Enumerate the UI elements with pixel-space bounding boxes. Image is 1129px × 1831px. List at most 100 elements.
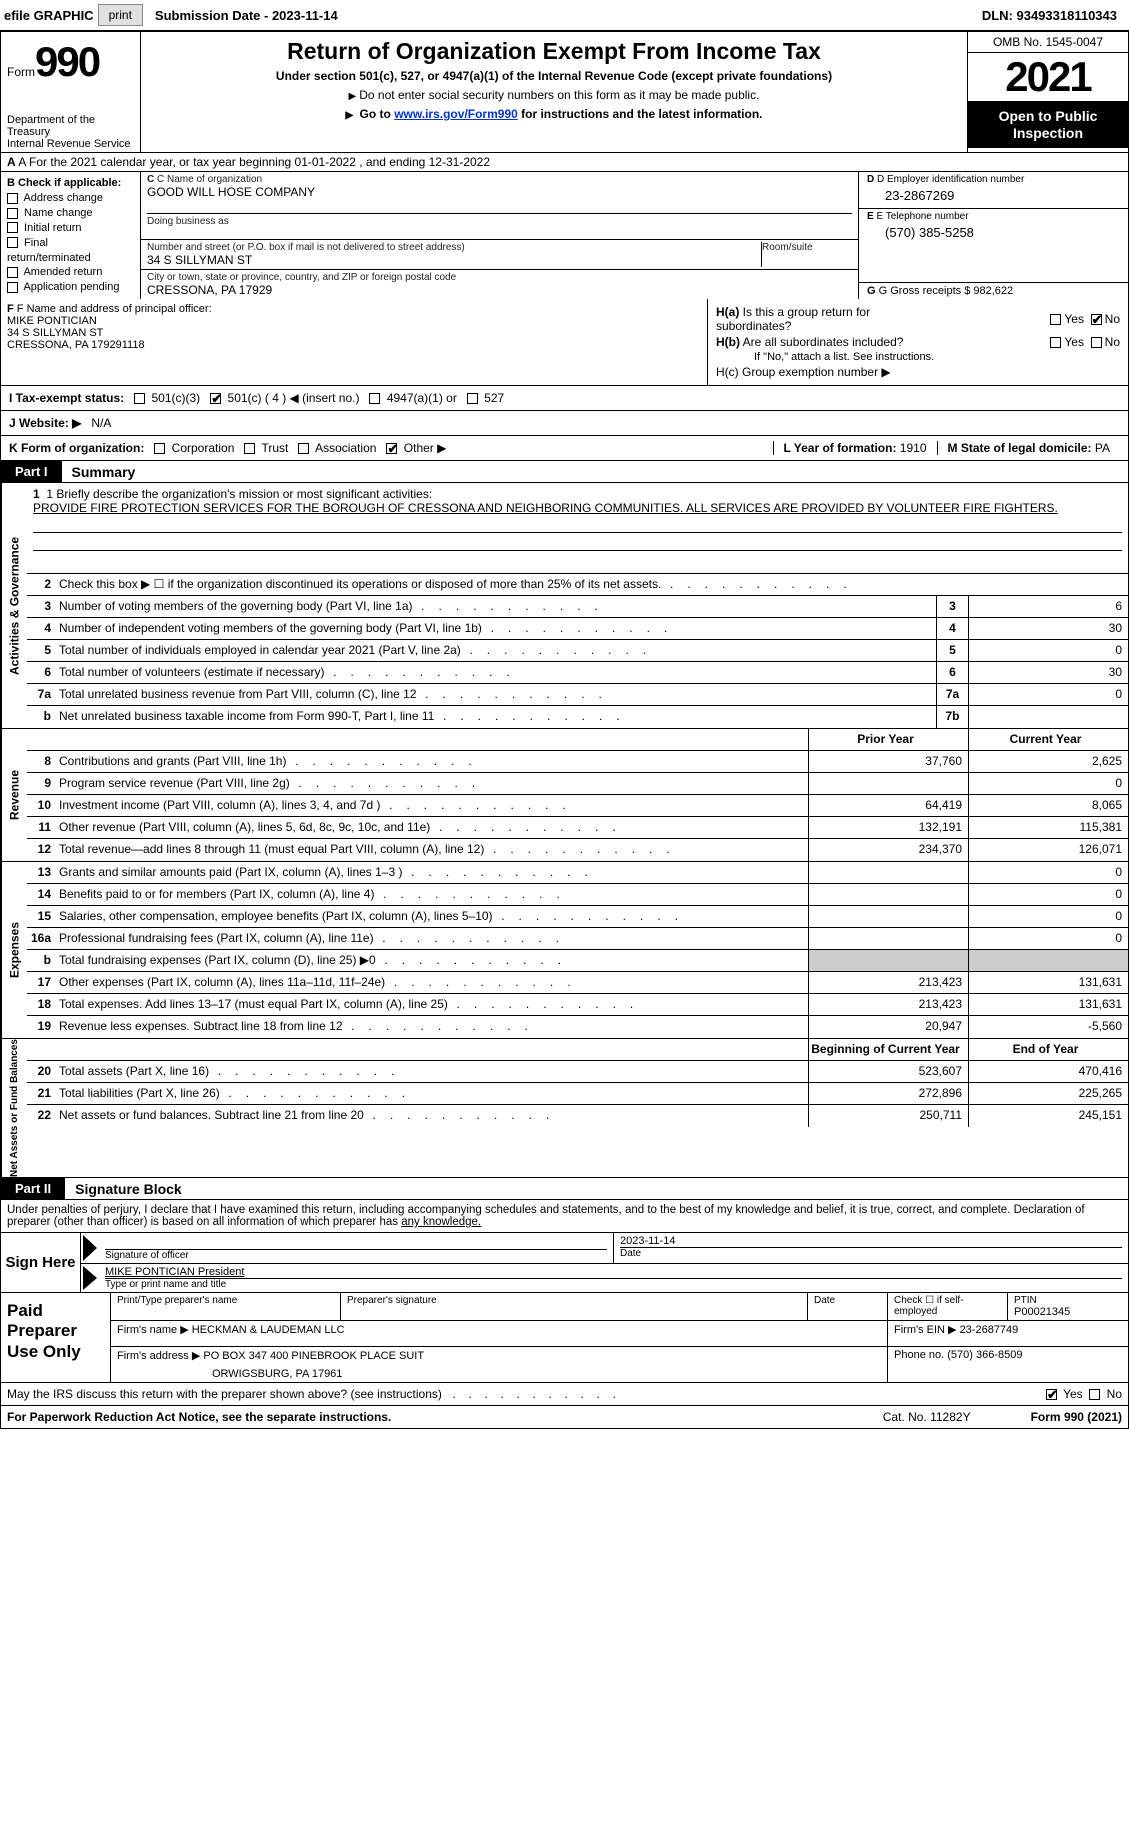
colb-checkbox[interactable] — [7, 193, 18, 204]
sig-name-label: Type or print name and title — [105, 1278, 1122, 1290]
sub3-post: for instructions and the latest informat… — [521, 107, 762, 121]
other-checkbox[interactable] — [386, 443, 397, 454]
table-row: 10Investment income (Part VIII, column (… — [27, 795, 1128, 817]
table-row: 13Grants and similar amounts paid (Part … — [27, 862, 1128, 884]
firm-ein-label: Firm's EIN ▶ — [894, 1324, 957, 1336]
preparer-sig-label: Preparer's signature — [347, 1295, 801, 1306]
website-value: N/A — [91, 416, 111, 430]
beginning-year-header: Beginning of Current Year — [808, 1039, 968, 1060]
501c-checkbox[interactable] — [210, 393, 221, 404]
row-k-form-org: K Form of organization: Corporation Trus… — [0, 436, 1129, 461]
ptin-label: PTIN — [1014, 1295, 1122, 1306]
officer-city: CRESSONA, PA 179291118 — [7, 339, 701, 351]
firm-addr1: PO BOX 347 400 PINEBROOK PLACE SUIT — [203, 1350, 424, 1362]
colb-checkbox[interactable] — [7, 267, 18, 278]
open-inspection: Open to Public Inspection — [968, 102, 1128, 148]
i-label: I Tax-exempt status: — [9, 391, 124, 405]
phone-label: E Telephone number — [876, 211, 968, 222]
firm-addr2: ORWIGSBURG, PA 17961 — [117, 1362, 881, 1380]
k-label: K Form of organization: — [9, 441, 144, 455]
hc-label: H(c) Group exemption number ▶ — [716, 365, 946, 379]
officer-name: MIKE PONTICIAN — [7, 315, 701, 327]
firm-addr-label: Firm's address ▶ — [117, 1350, 200, 1362]
netassets-section: Net Assets or Fund Balances Beginning of… — [0, 1039, 1129, 1178]
colb-checkbox[interactable] — [7, 237, 18, 248]
room-label: Room/suite — [762, 242, 852, 253]
colb-checkbox[interactable] — [7, 208, 18, 219]
discuss-yes-checkbox[interactable] — [1046, 1389, 1057, 1400]
sub3-pre: Go to — [360, 107, 395, 121]
sig-intro-underline: any knowledge. — [401, 1216, 481, 1228]
column-c-org-info: C C Name of organization GOOD WILL HOSE … — [141, 172, 858, 299]
paid-preparer-label: Paid Preparer Use Only — [1, 1293, 111, 1382]
preparer-name-label: Print/Type preparer's name — [117, 1295, 334, 1306]
ha-no-checkbox[interactable] — [1091, 314, 1102, 325]
name-label: C Name of organization — [157, 174, 262, 185]
table-row: 2Check this box ▶ ☐ if the organization … — [27, 574, 1128, 596]
sig-officer-label: Signature of officer — [105, 1249, 607, 1261]
part2-tag: Part II — [1, 1178, 65, 1199]
discuss-no-checkbox[interactable] — [1089, 1389, 1100, 1400]
state-domicile: PA — [1095, 441, 1110, 455]
row-i-tax-status: I Tax-exempt status: 501(c)(3) 501(c) ( … — [0, 386, 1129, 411]
form-title: Return of Organization Exempt From Incom… — [149, 38, 959, 65]
assoc-checkbox[interactable] — [298, 443, 309, 454]
column-f-officer: F F Name and address of principal office… — [1, 299, 708, 385]
print-button[interactable]: print — [98, 4, 143, 26]
irs-link[interactable]: www.irs.gov/Form990 — [394, 107, 518, 121]
gross-label: G Gross receipts $ — [879, 285, 971, 297]
paperwork-notice: For Paperwork Reduction Act Notice, see … — [7, 1410, 391, 1424]
efile-label: efile GRAPHIC — [4, 8, 94, 23]
colb-checkbox[interactable] — [7, 282, 18, 293]
firm-name: HECKMAN & LAUDEMAN LLC — [192, 1324, 345, 1336]
block-b-c-d: B Check if applicable: Address change Na… — [0, 172, 1129, 299]
table-row: 9Program service revenue (Part VIII, lin… — [27, 773, 1128, 795]
l-label: L Year of formation: — [784, 441, 897, 455]
sign-here-label: Sign Here — [1, 1233, 81, 1292]
subtitle-1: Under section 501(c), 527, or 4947(a)(1)… — [149, 69, 959, 83]
hb-yes-checkbox[interactable] — [1050, 337, 1061, 348]
ha-yes-checkbox[interactable] — [1050, 314, 1061, 325]
dln: DLN: 93493318110343 — [982, 8, 1125, 23]
column-b-checkboxes: B Check if applicable: Address change Na… — [1, 172, 141, 299]
527-checkbox[interactable] — [467, 393, 478, 404]
year-formation: 1910 — [900, 441, 927, 455]
header-center: Return of Organization Exempt From Incom… — [141, 32, 968, 152]
colb-checkbox[interactable] — [7, 222, 18, 233]
gross-receipts: 982,622 — [973, 285, 1013, 297]
f-label: F Name and address of principal officer: — [17, 303, 212, 315]
submission-date: Submission Date - 2023-11-14 — [155, 8, 338, 23]
table-row: 16aProfessional fundraising fees (Part I… — [27, 928, 1128, 950]
department: Department of the Treasury Internal Reve… — [7, 114, 134, 150]
j-label: J Website: ▶ — [9, 416, 81, 430]
street: 34 S SILLYMAN ST — [147, 253, 761, 267]
4947-checkbox[interactable] — [369, 393, 380, 404]
sig-date-label: Date — [620, 1247, 1122, 1259]
hb-no-checkbox[interactable] — [1091, 337, 1102, 348]
table-row: 17Other expenses (Part IX, column (A), l… — [27, 972, 1128, 994]
mission-text: PROVIDE FIRE PROTECTION SERVICES FOR THE… — [33, 501, 1122, 515]
corp-checkbox[interactable] — [154, 443, 165, 454]
signature-intro: Under penalties of perjury, I declare th… — [0, 1200, 1129, 1232]
form-word: Form — [7, 65, 35, 79]
city: CRESSONA, PA 17929 — [147, 283, 852, 297]
tax-year: 2021 — [968, 53, 1128, 102]
triangle-icon — [83, 1266, 97, 1290]
hb-note: If "No," attach a list. See instructions… — [716, 351, 1120, 363]
mission-block: 1 1 Briefly describe the organization's … — [27, 483, 1128, 574]
table-row: 21Total liabilities (Part X, line 26)272… — [27, 1083, 1128, 1105]
table-row: 12Total revenue—add lines 8 through 11 (… — [27, 839, 1128, 861]
street-label: Number and street (or P.O. box if mail i… — [147, 242, 761, 253]
trust-checkbox[interactable] — [244, 443, 255, 454]
part1-tag: Part I — [1, 461, 62, 482]
table-row: 22Net assets or fund balances. Subtract … — [27, 1105, 1128, 1127]
footer-row: For Paperwork Reduction Act Notice, see … — [0, 1406, 1129, 1429]
table-row: 6Total number of volunteers (estimate if… — [27, 662, 1128, 684]
activities-tab: Activities & Governance — [1, 483, 27, 728]
501c3-checkbox[interactable] — [134, 393, 145, 404]
table-row: 8Contributions and grants (Part VIII, li… — [27, 751, 1128, 773]
table-row: 11Other revenue (Part VIII, column (A), … — [27, 817, 1128, 839]
part1-title: Summary — [62, 464, 136, 480]
row-a-tax-year: A A For the 2021 calendar year, or tax y… — [0, 153, 1129, 172]
form-number: 990 — [35, 38, 99, 85]
